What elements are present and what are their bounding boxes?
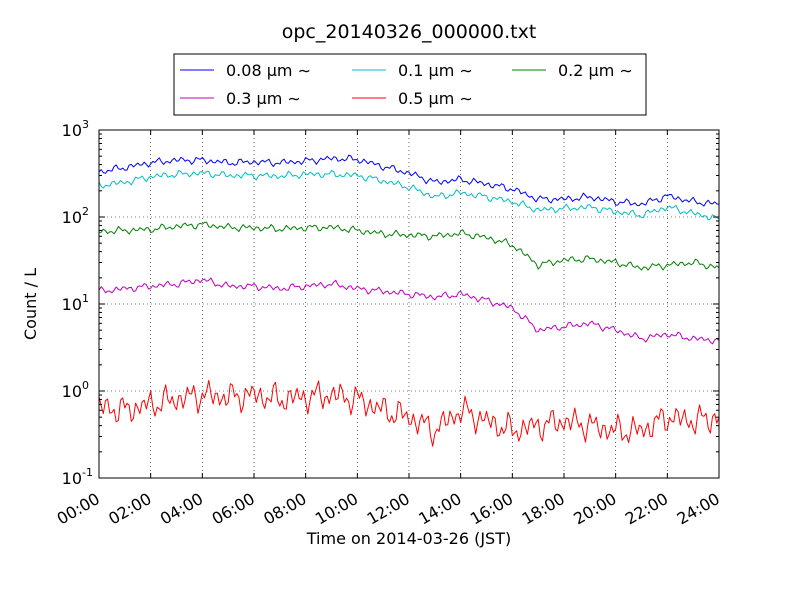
legend-box bbox=[173, 53, 647, 116]
legend-label: 0.1 μm ∼ bbox=[398, 61, 473, 80]
y-axis-label: Count / L bbox=[21, 268, 40, 340]
y-tick-label-exponent: 0 bbox=[82, 379, 89, 392]
y-tick-label-exponent: -1 bbox=[82, 466, 93, 479]
grid bbox=[99, 130, 719, 478]
legend-label: 0.5 μm ∼ bbox=[398, 89, 473, 108]
series-line bbox=[98, 379, 720, 447]
y-tick-label-exponent: 1 bbox=[82, 292, 89, 305]
y-tick-label: 10 bbox=[62, 382, 82, 401]
legend-label: 0.3 μm ∼ bbox=[226, 89, 301, 108]
legend-label: 0.08 μm ∼ bbox=[226, 61, 311, 80]
series-line bbox=[98, 154, 720, 207]
y-tick-label: 10 bbox=[62, 469, 82, 488]
series-line bbox=[98, 221, 720, 271]
legend-label: 0.2 μm ∼ bbox=[558, 61, 633, 80]
series-line bbox=[98, 277, 720, 345]
y-tick-label: 10 bbox=[62, 295, 82, 314]
y-tick-label: 10 bbox=[62, 208, 82, 227]
legend: 0.08 μm ∼ 0.1 μm ∼ 0.2 μm ∼ 0.3 μm ∼ 0.5 μm … bbox=[173, 53, 647, 116]
y-tick-label-exponent: 3 bbox=[82, 118, 89, 131]
series-layer bbox=[98, 154, 720, 447]
x-axis-label: Time on 2014-03-26 (JST) bbox=[306, 529, 511, 548]
y-tick-label-exponent: 2 bbox=[82, 205, 89, 218]
chart-title: opc_20140326_000000.txt bbox=[282, 21, 537, 43]
y-tick-label: 10 bbox=[62, 121, 82, 140]
series-line bbox=[98, 169, 720, 221]
